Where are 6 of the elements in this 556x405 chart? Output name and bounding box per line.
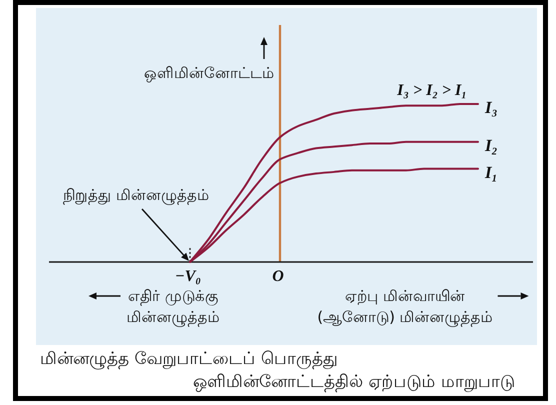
annotation: மின்னழுத்த வேறுபாட்டைப் பொருத்து ஒளிமின்னோட்டத்தில் ஏற்படும் மாறுபாடு xyxy=(40,349,515,392)
x-axis-label: ஏற்பு மின்வாயின் (ஆனோடு) மின்னழுத்தம் xyxy=(317,287,493,326)
y-axis-label: ஒளிமின்னோட்டம் xyxy=(144,64,274,82)
annotation: எதிர் முடுக்கு மின்னழுத்தம் xyxy=(126,287,220,326)
annotation: I₃ > I₂ > I₁ xyxy=(397,82,467,99)
annotation: நிறுத்து மின்னழுத்தம் xyxy=(63,186,209,204)
